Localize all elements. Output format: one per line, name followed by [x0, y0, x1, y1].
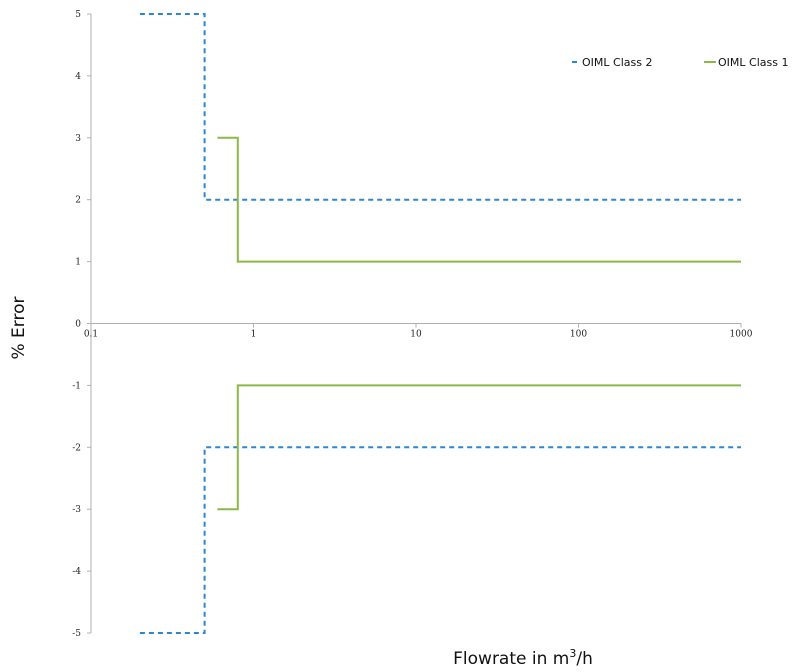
y-tick-label: -3 — [72, 505, 81, 515]
y-tick-label: -1 — [72, 381, 81, 391]
oiml-class-1-line-upper — [217, 136, 741, 263]
oiml-class-2-line-lower — [139, 446, 741, 634]
y-axis-title: % Error — [9, 296, 29, 359]
x-tick-label: 1 — [251, 330, 257, 340]
y-tick-label: 2 — [75, 196, 81, 206]
x-axis-title-suffix: /h — [576, 649, 593, 669]
legend: OIML Class 2 OIML Class 1 — [572, 56, 788, 69]
y-tick-label: -4 — [72, 567, 81, 577]
y-tick-label: 5 — [75, 10, 81, 20]
y-tick-label: 3 — [75, 134, 81, 144]
y-tick-label: -2 — [72, 443, 81, 453]
y-tick-label: 1 — [75, 258, 81, 268]
x-tick-label: 1000 — [730, 330, 753, 340]
y-tick-label: -5 — [72, 629, 81, 639]
y-tick-label: 0 — [75, 320, 81, 330]
legend-label-oiml-class-1: OIML Class 1 — [718, 56, 788, 69]
oiml-class-2-line-upper — [139, 13, 741, 201]
x-tick-label: 10 — [410, 330, 422, 340]
legend-label-oiml-class-2: OIML Class 2 — [582, 56, 652, 69]
x-axis-title-main: Flowrate in m — [453, 649, 569, 669]
x-axis-title-superscript: 3 — [569, 647, 576, 660]
oiml-class-1-line-lower — [217, 384, 741, 511]
y-tick-label: 4 — [75, 72, 81, 82]
ticks: -5 -4 -3 -2 -1 0 1 2 3 4 5 0.1 1 10 100 1000 — [72, 10, 753, 639]
x-tick-label: 0.1 — [84, 330, 98, 340]
x-tick-label: 100 — [570, 330, 587, 340]
x-axis-title: Flowrate in m3/h — [453, 647, 593, 669]
series-lines — [139, 13, 741, 634]
